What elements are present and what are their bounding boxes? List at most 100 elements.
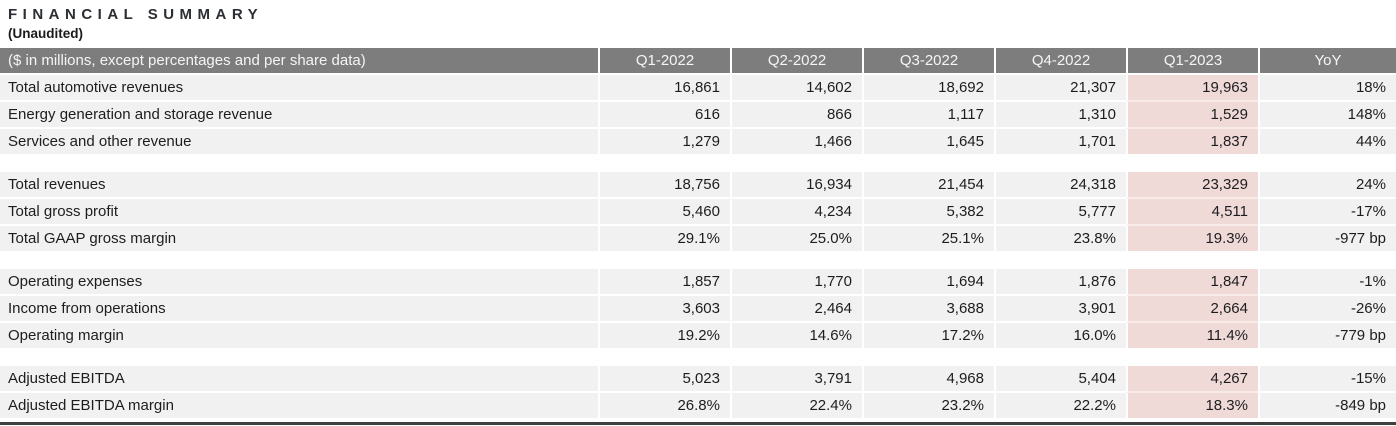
value-cell: 19.2% [598, 323, 730, 348]
table-row: Operating margin 19.2% 14.6% 17.2% 16.0%… [0, 323, 1396, 350]
table-bottom-border [0, 422, 1396, 425]
value-cell: 5,023 [598, 366, 730, 391]
value-cell: 5,777 [994, 199, 1126, 224]
value-cell: 3,603 [598, 296, 730, 321]
row-label: Energy generation and storage revenue [0, 102, 598, 127]
table-row: Services and other revenue 1,279 1,466 1… [0, 129, 1396, 156]
value-cell: 16.0% [994, 323, 1126, 348]
value-cell-highlighted: 19,963 [1126, 75, 1258, 102]
value-cell: 5,404 [994, 366, 1126, 391]
yoy-cell: -15% [1258, 366, 1396, 391]
value-cell: 25.0% [730, 226, 862, 251]
value-cell: 2,464 [730, 296, 862, 321]
table-row: Total gross profit 5,460 4,234 5,382 5,7… [0, 199, 1396, 226]
value-cell: 16,934 [730, 172, 862, 197]
row-label: Income from operations [0, 296, 598, 321]
value-cell: 23.2% [862, 393, 994, 418]
column-header-q4-2022: Q4-2022 [994, 48, 1126, 73]
value-cell: 1,117 [862, 102, 994, 127]
value-cell: 1,876 [994, 269, 1126, 294]
column-header-yoy: YoY [1258, 48, 1396, 73]
row-label: Total revenues [0, 172, 598, 197]
value-cell: 1,694 [862, 269, 994, 294]
table-row: Adjusted EBITDA 5,023 3,791 4,968 5,404 … [0, 366, 1396, 393]
table-row: Energy generation and storage revenue 61… [0, 102, 1396, 129]
page-subtitle: (Unaudited) [8, 26, 83, 41]
row-label: Operating expenses [0, 269, 598, 294]
value-cell: 3,688 [862, 296, 994, 321]
yoy-cell: -17% [1258, 199, 1396, 224]
value-cell: 5,382 [862, 199, 994, 224]
value-cell: 866 [730, 102, 862, 127]
value-cell: 22.2% [994, 393, 1126, 418]
value-cell: 21,454 [862, 172, 994, 197]
value-cell: 616 [598, 102, 730, 127]
row-label: Total gross profit [0, 199, 598, 224]
value-cell: 3,901 [994, 296, 1126, 321]
value-cell: 14,602 [730, 75, 862, 100]
row-label: Operating margin [0, 323, 598, 348]
value-cell: 4,234 [730, 199, 862, 224]
column-header-q1-2023: Q1-2023 [1126, 48, 1258, 73]
page-title: FINANCIAL SUMMARY [8, 6, 264, 23]
value-cell: 26.8% [598, 393, 730, 418]
column-header-description: ($ in millions, except percentages and p… [0, 48, 598, 73]
value-cell: 1,857 [598, 269, 730, 294]
value-cell: 23.8% [994, 226, 1126, 251]
spacer-row [0, 253, 1396, 269]
value-cell: 5,460 [598, 199, 730, 224]
table-row: Adjusted EBITDA margin 26.8% 22.4% 23.2%… [0, 393, 1396, 420]
yoy-cell: 24% [1258, 172, 1396, 197]
value-cell: 1,645 [862, 129, 994, 154]
value-cell: 1,279 [598, 129, 730, 154]
row-label: Adjusted EBITDA [0, 366, 598, 391]
row-label: Adjusted EBITDA margin [0, 393, 598, 418]
value-cell: 16,861 [598, 75, 730, 100]
column-header-q3-2022: Q3-2022 [862, 48, 994, 73]
table-row: Total revenues 18,756 16,934 21,454 24,3… [0, 172, 1396, 199]
value-cell: 3,791 [730, 366, 862, 391]
yoy-cell: -977 bp [1258, 226, 1396, 251]
spacer-row [0, 156, 1396, 172]
value-cell: 24,318 [994, 172, 1126, 197]
yoy-cell: -26% [1258, 296, 1396, 321]
value-cell: 1,770 [730, 269, 862, 294]
value-cell: 22.4% [730, 393, 862, 418]
row-label: Total automotive revenues [0, 75, 598, 100]
value-cell-highlighted: 2,664 [1126, 296, 1258, 323]
value-cell-highlighted: 1,847 [1126, 269, 1258, 296]
table-header-row: ($ in millions, except percentages and p… [0, 48, 1396, 75]
value-cell: 25.1% [862, 226, 994, 251]
value-cell: 14.6% [730, 323, 862, 348]
yoy-cell: 18% [1258, 75, 1396, 100]
financial-table: ($ in millions, except percentages and p… [0, 48, 1396, 425]
value-cell: 4,968 [862, 366, 994, 391]
value-cell-highlighted: 1,837 [1126, 129, 1258, 154]
yoy-cell: 44% [1258, 129, 1396, 154]
yoy-cell: 148% [1258, 102, 1396, 127]
spacer-row [0, 350, 1396, 366]
table-row: Operating expenses 1,857 1,770 1,694 1,8… [0, 269, 1396, 296]
value-cell: 18,756 [598, 172, 730, 197]
table-row: Income from operations 3,603 2,464 3,688… [0, 296, 1396, 323]
value-cell-highlighted: 1,529 [1126, 102, 1258, 129]
column-header-q1-2022: Q1-2022 [598, 48, 730, 73]
value-cell-highlighted: 23,329 [1126, 172, 1258, 199]
table-row: Total automotive revenues 16,861 14,602 … [0, 75, 1396, 102]
row-label: Total GAAP gross margin [0, 226, 598, 251]
value-cell-highlighted: 4,511 [1126, 199, 1258, 226]
value-cell-highlighted: 19.3% [1126, 226, 1258, 251]
value-cell: 1,466 [730, 129, 862, 154]
yoy-cell: -779 bp [1258, 323, 1396, 348]
column-header-q2-2022: Q2-2022 [730, 48, 862, 73]
table-row: Total GAAP gross margin 29.1% 25.0% 25.1… [0, 226, 1396, 253]
yoy-cell: -1% [1258, 269, 1396, 294]
value-cell: 29.1% [598, 226, 730, 251]
value-cell-highlighted: 18.3% [1126, 393, 1258, 418]
value-cell: 21,307 [994, 75, 1126, 100]
value-cell-highlighted: 11.4% [1126, 323, 1258, 348]
value-cell-highlighted: 4,267 [1126, 366, 1258, 393]
value-cell: 1,701 [994, 129, 1126, 154]
yoy-cell: -849 bp [1258, 393, 1396, 418]
